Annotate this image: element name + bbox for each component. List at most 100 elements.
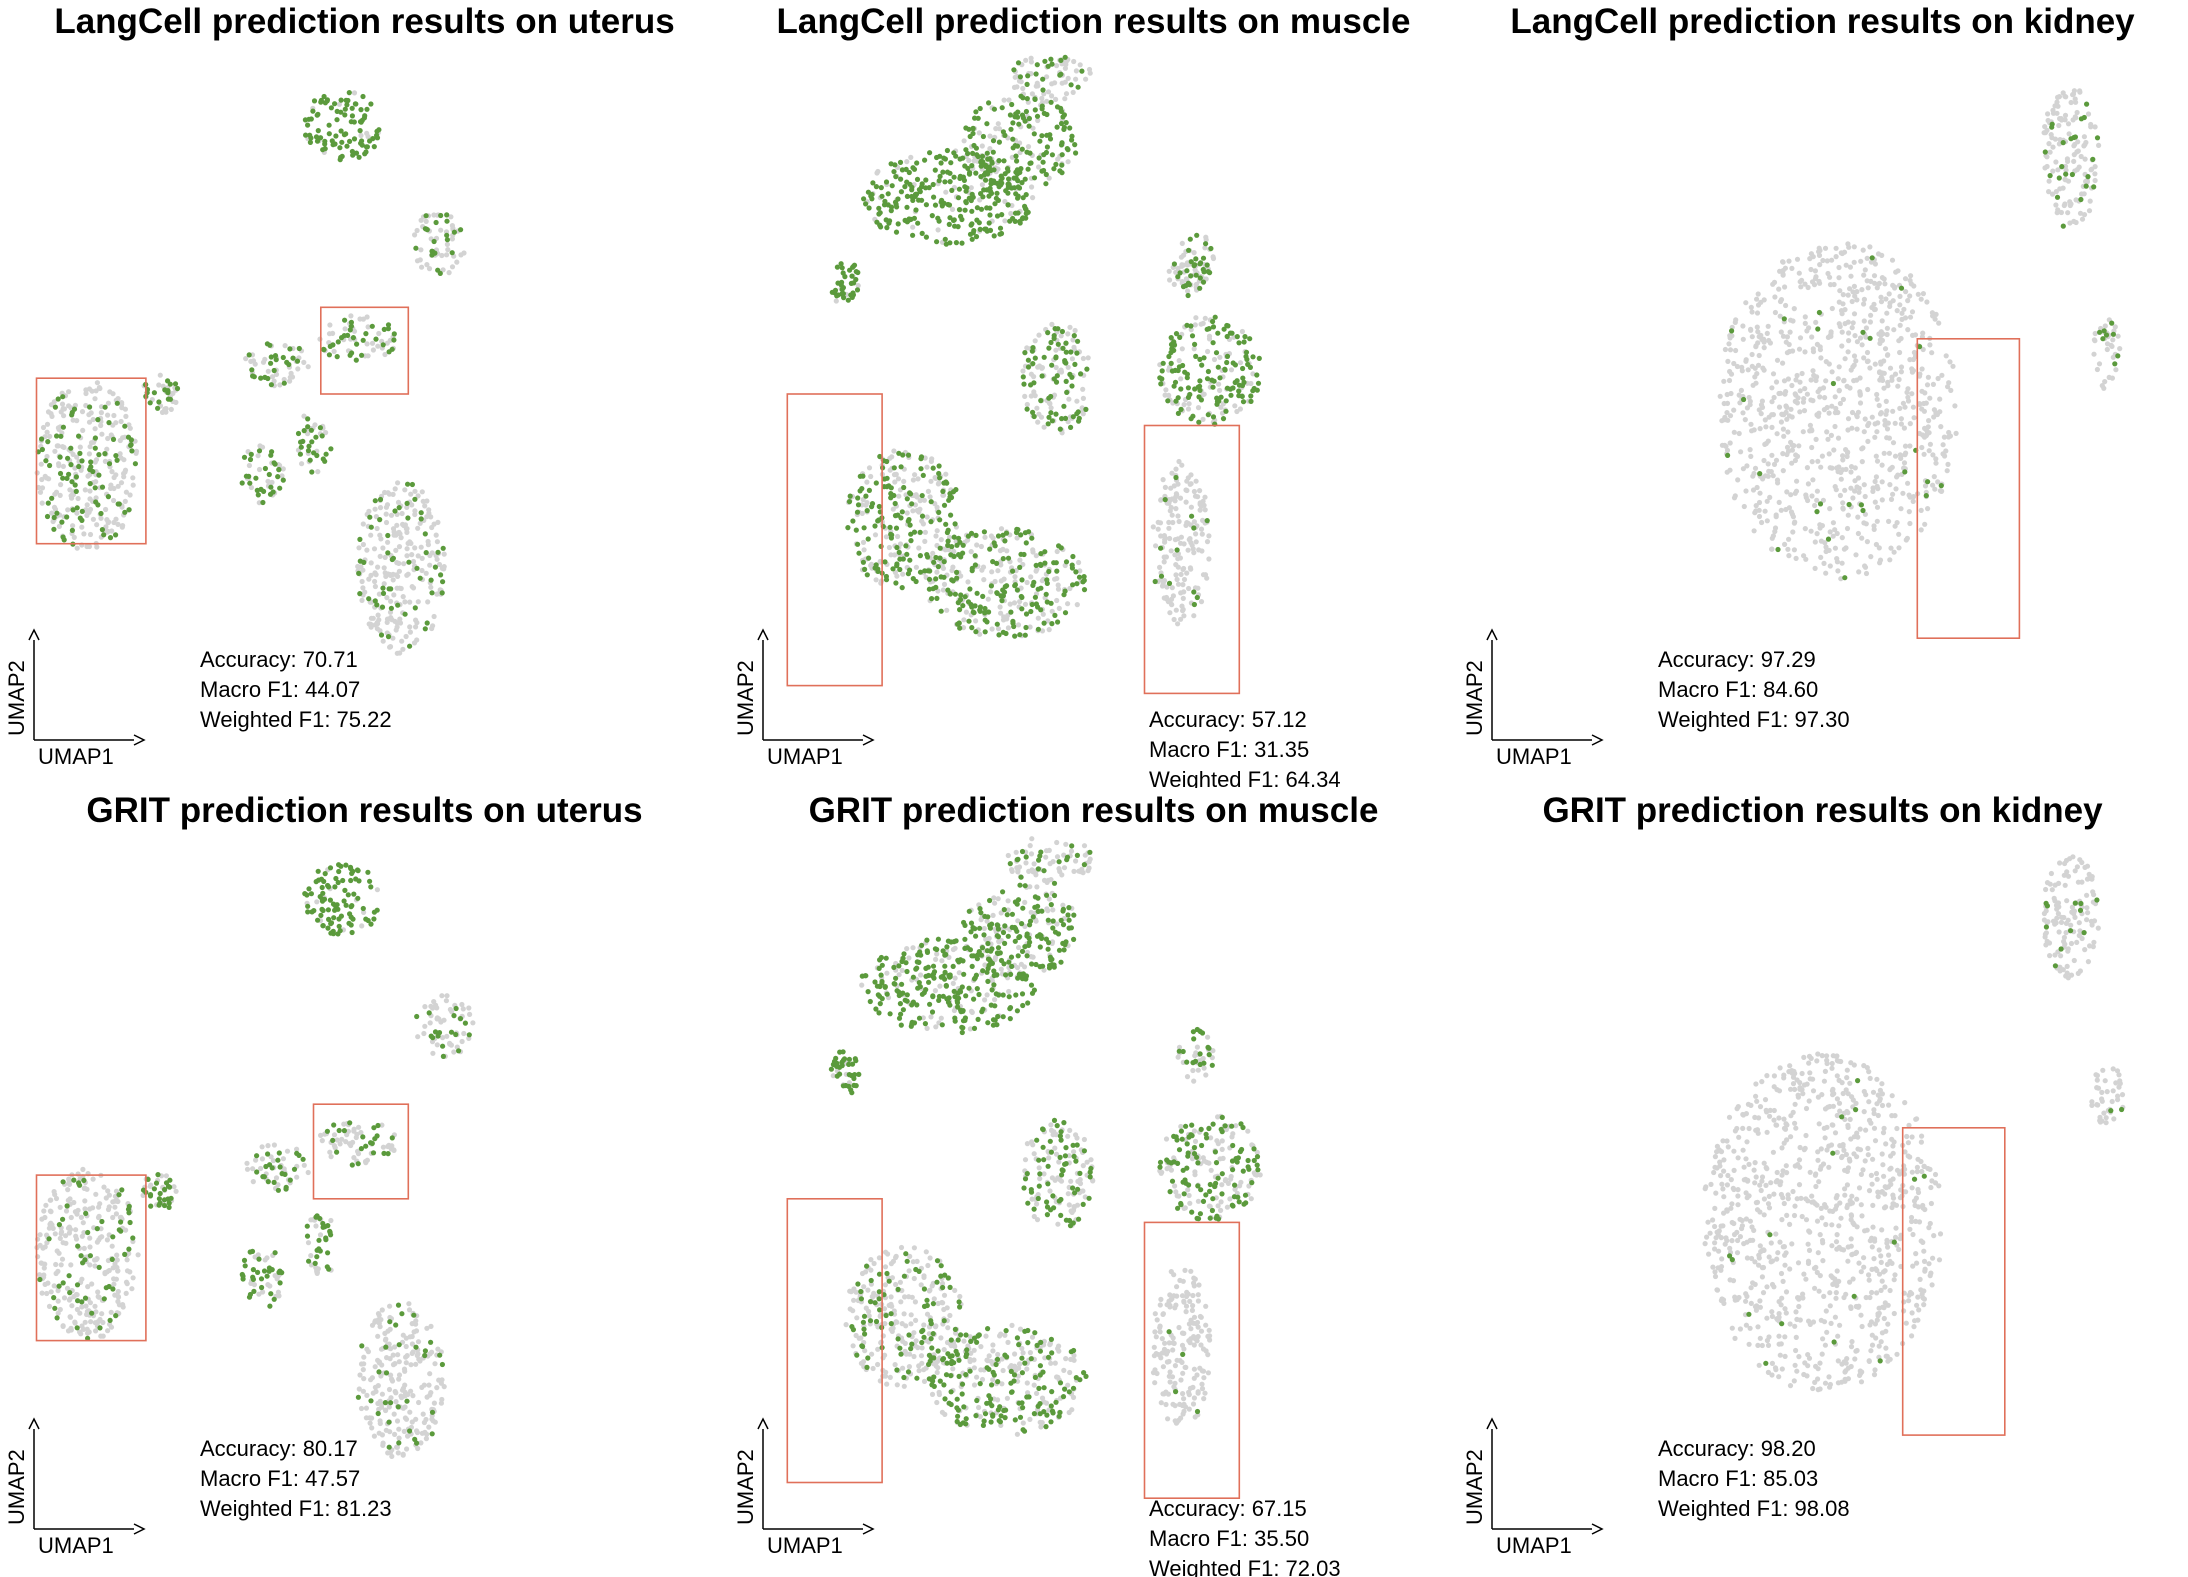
highlight-point [967, 231, 974, 237]
highlight-point [892, 162, 898, 168]
background-point [1923, 400, 1929, 406]
highlight-point [1064, 389, 1070, 395]
background-point [1852, 465, 1858, 471]
highlight-point [407, 643, 413, 649]
background-point [418, 1440, 424, 1446]
background-point [928, 458, 934, 464]
background-point [1858, 258, 1864, 264]
background-point [281, 376, 287, 383]
metric-text: Accuracy: 70.71 [200, 647, 358, 672]
highlight-point [456, 1048, 462, 1054]
highlight-point [1197, 383, 1203, 389]
highlight-point [156, 399, 162, 405]
highlight-point [348, 865, 354, 872]
background-point [1797, 379, 1803, 385]
highlight-point [114, 400, 120, 406]
highlight-point [1175, 274, 1181, 280]
highlight-point [307, 139, 313, 145]
background-point [1161, 595, 1167, 601]
highlight-point [1204, 518, 1210, 524]
background-point [1809, 444, 1815, 451]
background-point [1908, 273, 1914, 279]
highlight-point [368, 101, 374, 107]
highlight-point [1015, 60, 1022, 66]
background-point [2067, 220, 2073, 226]
background-point [1722, 346, 1728, 353]
highlight-point [970, 194, 976, 200]
background-point [360, 1388, 366, 1394]
highlight-point [363, 149, 369, 155]
background-point [467, 1011, 473, 1017]
background-point [446, 270, 452, 276]
highlight-point [977, 607, 983, 613]
highlight-point [1049, 152, 1055, 158]
background-point [1732, 493, 1738, 499]
background-point [1937, 409, 1943, 415]
background-point [1883, 398, 1889, 404]
background-point [1854, 339, 1860, 345]
background-point [282, 343, 288, 349]
background-point [1905, 327, 1911, 333]
highlight-point [1173, 331, 1180, 337]
background-point [1150, 524, 1156, 530]
background-point [1895, 472, 1901, 478]
background-point [1179, 240, 1185, 246]
background-point [1184, 487, 1190, 494]
background-point [1162, 539, 1168, 545]
highlight-point [320, 456, 326, 462]
background-point [1809, 493, 1815, 499]
background-point [1892, 453, 1899, 459]
highlight-point [387, 1319, 393, 1325]
background-point [1770, 473, 1776, 479]
highlight-point [90, 468, 96, 475]
background-point [61, 1295, 68, 1301]
highlight-point [1229, 330, 1235, 336]
highlight-point [905, 452, 912, 458]
highlight-point [943, 241, 949, 247]
background-point [2096, 361, 2103, 367]
background-point [1785, 546, 1791, 552]
highlight-point [1002, 132, 1008, 138]
highlight-point [56, 1283, 62, 1289]
background-point [1845, 416, 1852, 422]
highlight-point [905, 571, 911, 577]
highlight-point [1030, 409, 1036, 415]
background-point [1028, 59, 1034, 65]
background-point [1854, 297, 1860, 303]
background-point [122, 434, 128, 440]
background-point [416, 1399, 422, 1406]
highlight-point [1032, 355, 1038, 361]
highlight-point [1858, 502, 1864, 508]
background-point [1920, 291, 1926, 297]
background-point [364, 1157, 370, 1163]
highlight-point [440, 1043, 446, 1049]
highlight-point [126, 1246, 132, 1252]
background-point [1749, 428, 1755, 434]
highlight-point [444, 232, 450, 238]
highlight-point [991, 233, 997, 239]
highlight-point [369, 1140, 375, 1146]
background-point [1886, 518, 1892, 525]
background-point [1910, 498, 1916, 504]
highlight-point [438, 572, 444, 578]
background-point [1184, 260, 1190, 266]
highlight-point [126, 507, 132, 513]
background-point [961, 617, 967, 623]
background-point [2062, 112, 2069, 118]
background-point [64, 1285, 71, 1291]
background-point [864, 479, 870, 485]
background-point [157, 372, 163, 378]
background-point [393, 547, 399, 554]
background-point [2062, 163, 2069, 169]
highlight-point [994, 213, 1001, 219]
background-point [1173, 506, 1179, 512]
highlight-point [1741, 396, 1747, 403]
background-point [887, 467, 893, 473]
background-point [382, 554, 388, 561]
highlight-point [1036, 155, 1042, 161]
background-point [1930, 482, 1936, 488]
highlight-point [371, 1125, 377, 1131]
background-point [345, 1128, 351, 1134]
background-point [1160, 477, 1166, 483]
